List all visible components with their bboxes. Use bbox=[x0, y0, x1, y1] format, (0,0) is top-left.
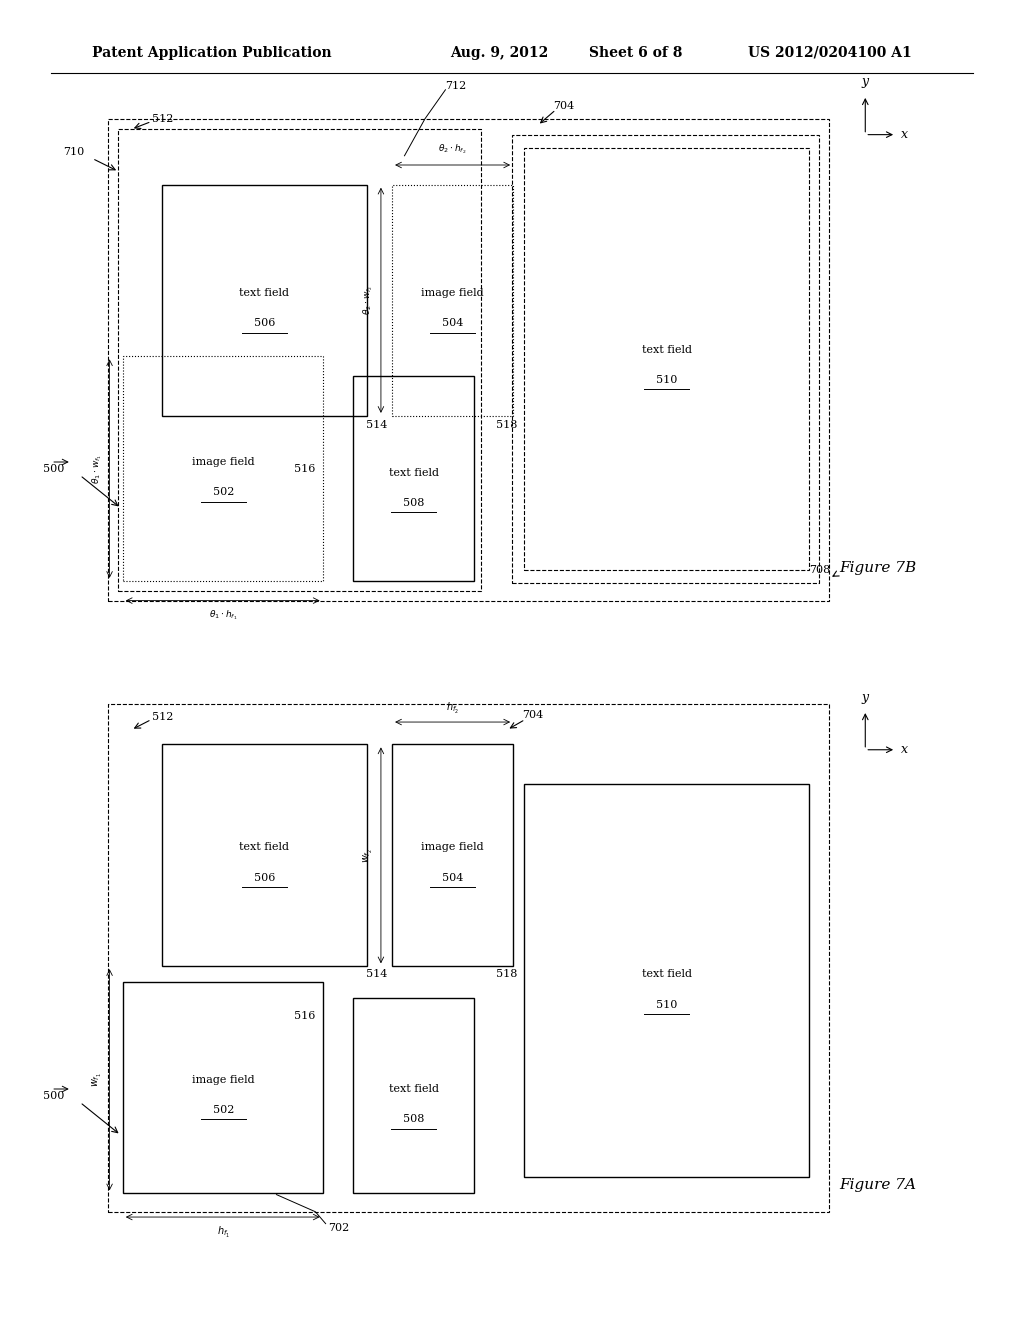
Text: y: y bbox=[862, 75, 868, 88]
Bar bbox=[162, 744, 367, 966]
Text: image field: image field bbox=[421, 842, 484, 853]
Text: image field: image field bbox=[421, 288, 484, 298]
Text: $\theta_2 \cdot h_{f_2}$: $\theta_2 \cdot h_{f_2}$ bbox=[438, 143, 467, 156]
Bar bbox=[123, 356, 323, 581]
Text: US 2012/0204100 A1: US 2012/0204100 A1 bbox=[748, 46, 911, 59]
Text: text field: text field bbox=[642, 969, 691, 979]
Text: 702: 702 bbox=[328, 1222, 349, 1233]
Text: Figure 7A: Figure 7A bbox=[840, 1179, 916, 1192]
Text: 500: 500 bbox=[43, 1090, 65, 1101]
Bar bbox=[123, 982, 323, 1193]
Text: 504: 504 bbox=[442, 873, 463, 883]
Text: y: y bbox=[862, 690, 868, 704]
Text: 704: 704 bbox=[522, 710, 544, 721]
Text: $\theta_1 \cdot h_{f_1}$: $\theta_1 \cdot h_{f_1}$ bbox=[209, 609, 238, 622]
Text: 516: 516 bbox=[294, 1011, 315, 1022]
Text: 708: 708 bbox=[809, 565, 830, 576]
Text: 710: 710 bbox=[62, 147, 84, 157]
Text: 508: 508 bbox=[403, 498, 424, 508]
Text: 516: 516 bbox=[294, 463, 315, 474]
Text: Sheet 6 of 8: Sheet 6 of 8 bbox=[589, 46, 682, 59]
Text: 510: 510 bbox=[656, 999, 677, 1010]
Text: 502: 502 bbox=[213, 1105, 233, 1115]
Bar bbox=[392, 744, 513, 966]
Bar bbox=[108, 704, 829, 1212]
Bar bbox=[353, 998, 474, 1193]
Text: 502: 502 bbox=[213, 487, 233, 498]
Text: text field: text field bbox=[240, 288, 289, 298]
Text: 506: 506 bbox=[254, 873, 274, 883]
Text: 704: 704 bbox=[553, 100, 574, 111]
Text: Patent Application Publication: Patent Application Publication bbox=[92, 46, 332, 59]
Bar bbox=[524, 148, 809, 570]
Text: text field: text field bbox=[642, 345, 691, 355]
Text: Aug. 9, 2012: Aug. 9, 2012 bbox=[451, 46, 549, 59]
Text: text field: text field bbox=[240, 842, 289, 853]
Text: $w_{f_1}$: $w_{f_1}$ bbox=[91, 1072, 103, 1088]
Text: 510: 510 bbox=[656, 375, 677, 385]
Bar bbox=[118, 129, 481, 591]
Bar bbox=[162, 185, 367, 416]
Text: $\theta_2 \cdot w_{f_2}$: $\theta_2 \cdot w_{f_2}$ bbox=[361, 285, 376, 314]
Text: 512: 512 bbox=[152, 711, 173, 722]
Text: image field: image field bbox=[191, 457, 255, 467]
Bar bbox=[392, 185, 513, 416]
Text: x: x bbox=[901, 128, 908, 141]
Text: image field: image field bbox=[191, 1074, 255, 1085]
Text: 518: 518 bbox=[496, 420, 517, 430]
Text: Figure 7B: Figure 7B bbox=[840, 561, 916, 574]
Text: 514: 514 bbox=[366, 969, 387, 979]
Text: 504: 504 bbox=[442, 318, 463, 329]
Text: 518: 518 bbox=[496, 969, 517, 979]
Text: text field: text field bbox=[389, 467, 438, 478]
Text: x: x bbox=[901, 743, 908, 756]
Text: text field: text field bbox=[389, 1084, 438, 1094]
Bar bbox=[512, 135, 819, 583]
Text: 514: 514 bbox=[366, 420, 387, 430]
Bar bbox=[524, 784, 809, 1177]
Text: $\theta_1 \cdot w_{f_1}$: $\theta_1 \cdot w_{f_1}$ bbox=[90, 454, 104, 483]
Text: 512: 512 bbox=[152, 114, 173, 124]
Text: $h_{f_2}$: $h_{f_2}$ bbox=[446, 701, 459, 717]
Text: $h_{f_1}$: $h_{f_1}$ bbox=[217, 1225, 229, 1241]
Bar bbox=[108, 119, 829, 601]
Text: 712: 712 bbox=[445, 81, 467, 91]
Bar bbox=[353, 376, 474, 581]
Text: $w_{f_2}$: $w_{f_2}$ bbox=[362, 847, 375, 863]
Text: 506: 506 bbox=[254, 318, 274, 329]
Text: 508: 508 bbox=[403, 1114, 424, 1125]
Text: 500: 500 bbox=[43, 463, 65, 474]
